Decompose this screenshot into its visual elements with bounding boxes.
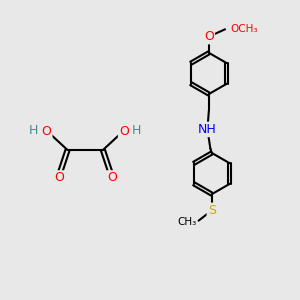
Text: NH: NH	[198, 123, 217, 136]
Text: OCH₃: OCH₃	[230, 24, 258, 34]
Text: O: O	[107, 172, 117, 184]
Text: CH₃: CH₃	[178, 217, 197, 227]
Text: O: O	[41, 125, 51, 138]
Text: O: O	[204, 30, 214, 43]
Text: H: H	[132, 124, 141, 137]
Text: O: O	[119, 125, 129, 138]
Text: S: S	[208, 204, 216, 217]
Text: O: O	[54, 172, 64, 184]
Text: H: H	[29, 124, 38, 137]
